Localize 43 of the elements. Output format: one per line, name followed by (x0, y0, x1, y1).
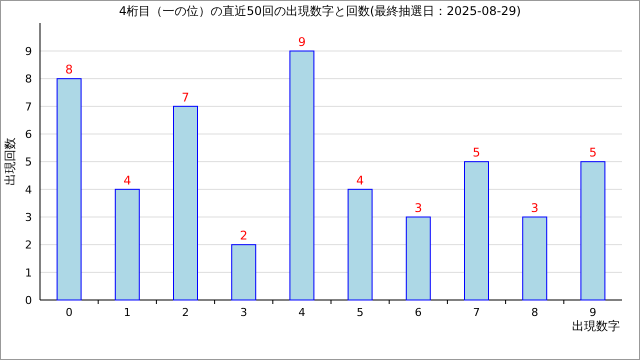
x-tick-label: 4 (298, 306, 306, 319)
bar (56, 78, 82, 300)
y-axis-title: 出現回数 (3, 138, 17, 186)
chart-title: 4桁目（一の位）の直近50回の出現数字と回数(最終抽選日：2025-08-29) (118, 4, 522, 18)
x-tick-label: 6 (414, 306, 422, 319)
bar (173, 106, 198, 300)
data-label: 3 (414, 201, 422, 215)
x-tick-label: 3 (240, 306, 248, 319)
y-tick-label: 2 (25, 238, 32, 252)
y-tick-label: 4 (25, 183, 32, 196)
y-tick-label: 7 (25, 100, 32, 114)
x-axis-title: 出現数字 (572, 319, 620, 333)
data-label: 4 (123, 173, 132, 188)
x-tick-label: 1 (124, 306, 131, 319)
x-tick-label: 7 (473, 306, 480, 319)
data-label: 5 (589, 146, 597, 160)
x-tick-label: 9 (589, 306, 596, 319)
x-tick-label: 5 (356, 306, 364, 319)
bar (231, 244, 256, 300)
data-label: 8 (65, 62, 73, 77)
bar (580, 161, 606, 300)
y-tick-label: 0 (25, 294, 32, 307)
data-label: 5 (472, 146, 480, 160)
x-tick-label: 8 (531, 306, 538, 319)
y-tick-label: 3 (25, 211, 32, 224)
bar (289, 50, 314, 300)
bar (522, 216, 548, 300)
bar (114, 188, 140, 300)
data-label: 7 (182, 90, 190, 104)
data-label: 4 (356, 173, 364, 188)
data-label: 3 (530, 201, 539, 215)
bar (406, 216, 431, 300)
y-tick-label: 8 (25, 72, 32, 86)
x-tick-label: 0 (66, 306, 73, 319)
data-label: 2 (240, 228, 248, 243)
y-tick-label: 9 (25, 45, 32, 58)
bar (464, 161, 489, 300)
y-tick-label: 5 (25, 156, 32, 169)
data-label: 9 (298, 35, 306, 49)
y-tick-label: 6 (25, 128, 32, 141)
bar (348, 188, 373, 300)
y-tick-label: 1 (25, 266, 32, 280)
x-tick-label: 2 (182, 306, 189, 319)
